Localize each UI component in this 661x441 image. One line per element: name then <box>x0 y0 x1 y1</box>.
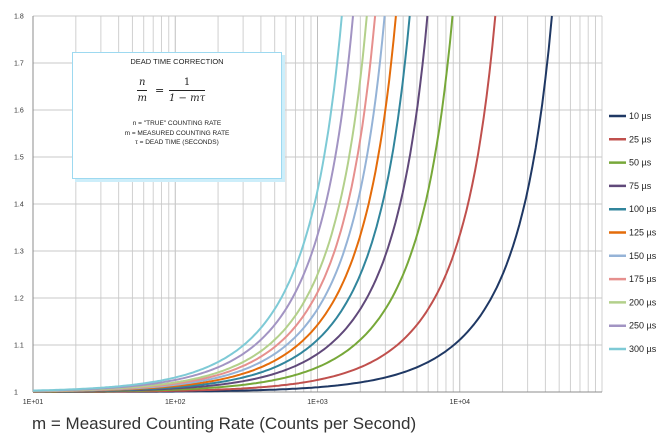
formula-lhs-numerator: n <box>137 77 148 91</box>
x-axis-label: m = Measured Counting Rate (Counts per S… <box>32 414 417 433</box>
definition-n: n = "TRUE" COUNTING RATE <box>132 120 222 127</box>
formula-rhs: 1 1 − mτ <box>169 77 206 104</box>
legend-label: 200 µs <box>629 297 657 307</box>
y-tick-label: 1.6 <box>14 108 24 115</box>
series-lines <box>32 15 553 393</box>
y-tick-label: 1 <box>14 390 18 397</box>
y-tick-label: 1.7 <box>14 61 24 68</box>
dead-time-annotation: DEAD TIME CORRECTION n m = 1 1 − mτ n = … <box>72 52 282 179</box>
legend-label: 175 µs <box>629 274 657 284</box>
series-line-11 <box>32 15 343 392</box>
formula-rhs-numerator: 1 <box>169 77 206 91</box>
legend-label: 125 µs <box>629 228 657 238</box>
y-tick-label: 1.8 <box>14 14 24 21</box>
definition-m: m = MEASURED COUNTING RATE <box>124 129 230 137</box>
legend-label: 300 µs <box>629 344 657 354</box>
y-tick-label: 1.3 <box>14 249 24 256</box>
definition-tau: τ = DEAD TIME (SECONDS) <box>135 139 219 146</box>
axes: 1 1.1 1.2 1.3 1.4 1.5 1.6 1.7 1.8 1E+01 1E+02 1E+03… <box>14 14 602 406</box>
formula-rhs-denominator: 1 − mτ <box>169 93 206 104</box>
x-tick-label: 1E+02 <box>165 399 186 406</box>
y-tick-label: 1.5 <box>14 155 24 162</box>
legend: 10 µs 25 µs 50 µs 75 µs 100 µs 125 µs 150 µs 17… <box>609 111 657 354</box>
x-tick-label: 1E+04 <box>450 399 471 406</box>
legend-label: 75 µs <box>629 181 652 191</box>
x-tick-label: 1E+03 <box>307 399 328 406</box>
y-tick-label: 1.4 <box>14 202 24 209</box>
legend-label: 50 µs <box>629 158 652 168</box>
x-tick-label: 1E+01 <box>23 399 44 406</box>
annotation-title: DEAD TIME CORRECTION <box>130 57 224 66</box>
y-tick-label: 1.2 <box>14 296 24 303</box>
annotation-definitions: n = "TRUE" COUNTING RATE m = MEASURED CO… <box>73 119 281 148</box>
legend-label: 100 µs <box>629 204 657 214</box>
formula-equals: = <box>155 84 165 97</box>
legend-label: 250 µs <box>629 321 657 331</box>
legend-label: 10 µs <box>629 111 652 121</box>
formula-lhs-denominator: m <box>137 93 147 104</box>
y-tick-label: 1.1 <box>14 343 24 350</box>
legend-label: 25 µs <box>629 134 652 144</box>
legend-label: 150 µs <box>629 251 657 261</box>
dead-time-formula: n m = 1 1 − mτ <box>73 77 281 111</box>
formula-lhs: n m <box>137 77 148 104</box>
